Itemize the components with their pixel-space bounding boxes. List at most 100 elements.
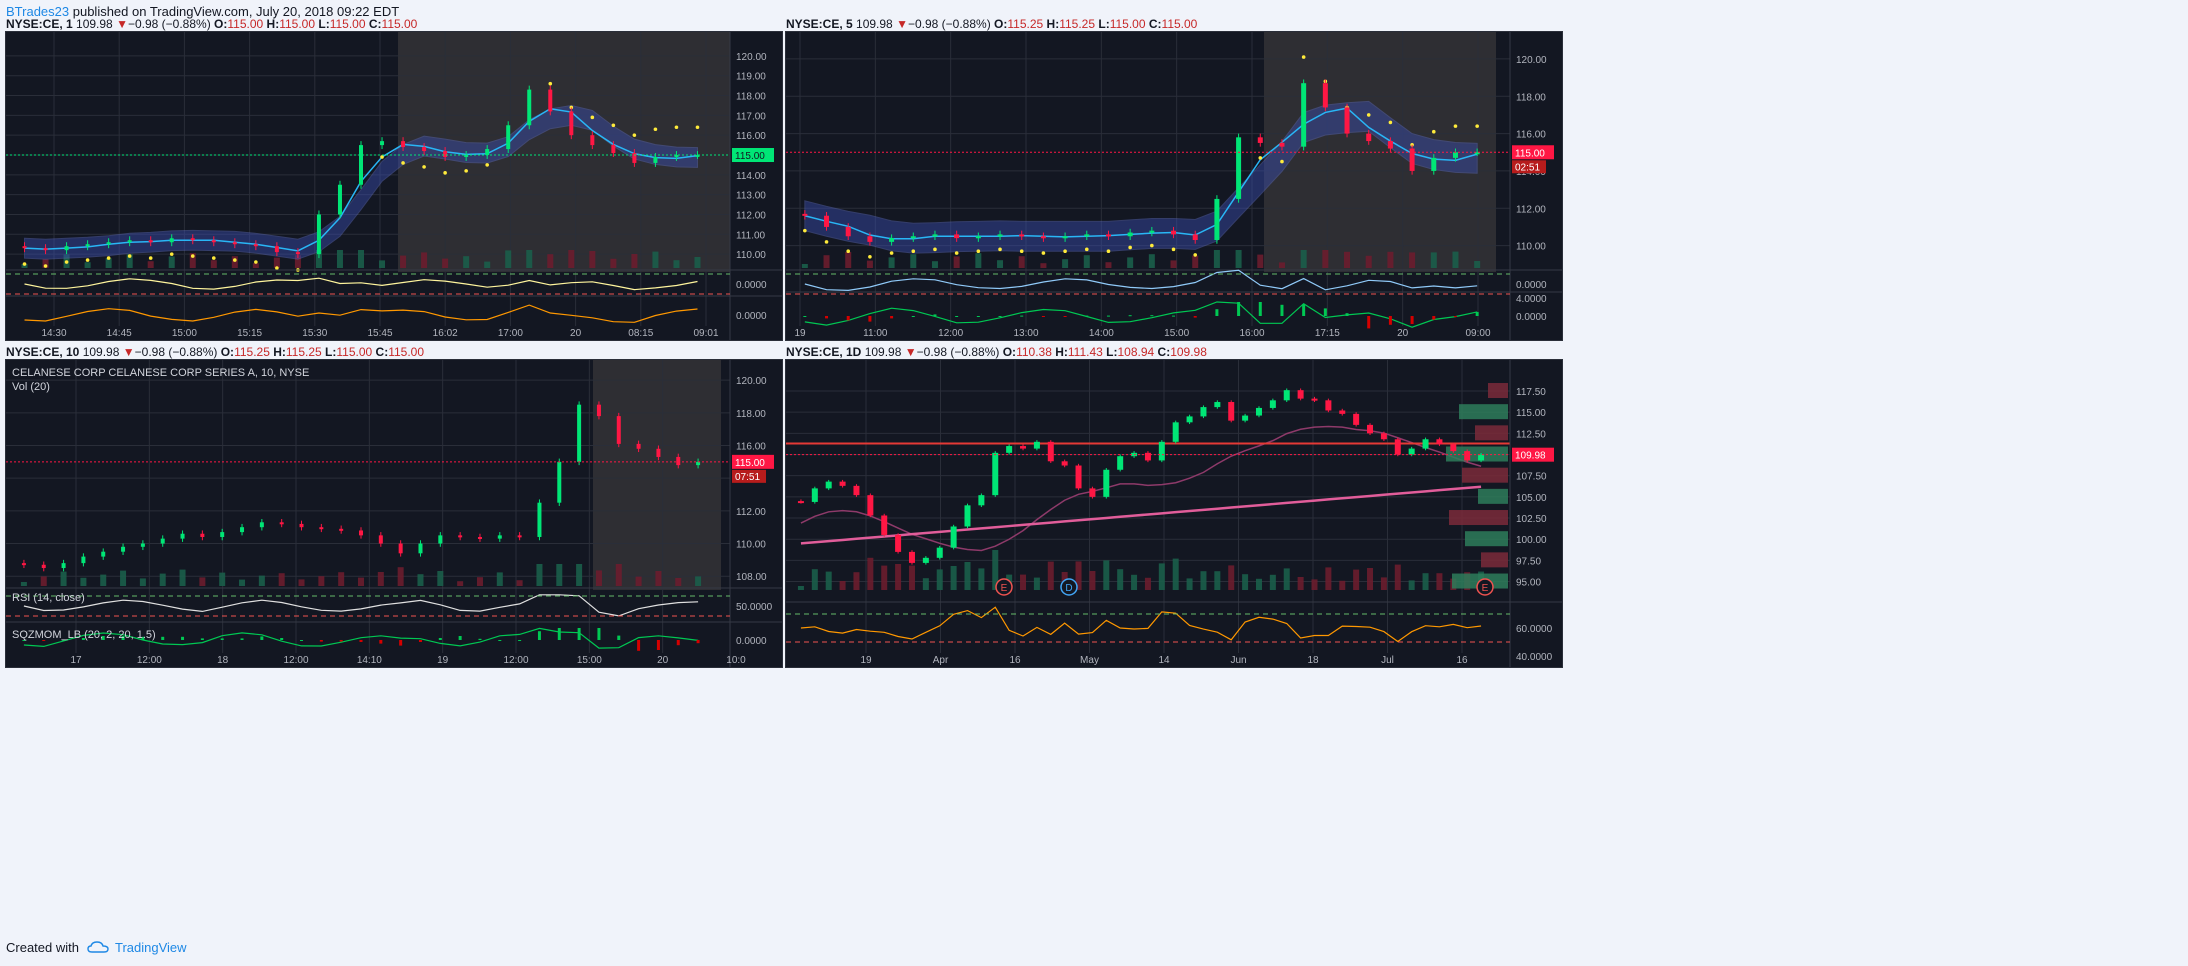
candle-body [1279, 142, 1285, 147]
volume-bar [1394, 564, 1401, 590]
candle-body [458, 535, 463, 538]
chart-pane-10min[interactable]: 120.00118.00116.00114.00112.00110.00108.… [5, 359, 783, 668]
candle-body [1228, 402, 1235, 421]
candle-body [674, 155, 679, 158]
price-axis-label: 118.00 [736, 92, 766, 103]
price-axis-label: 112.50 [1516, 429, 1546, 440]
candle-body [259, 522, 264, 528]
momentum-bar [1258, 302, 1262, 316]
author-link[interactable]: BTrades23 [6, 4, 70, 19]
momentum-bar [911, 316, 915, 317]
price-axis-label: 112.00 [736, 210, 766, 221]
price-axis-label: 107.50 [1516, 472, 1547, 483]
momentum-bar [1475, 312, 1479, 316]
time-axis-label: 16 [1009, 655, 1021, 666]
chart-pane-1min[interactable]: 120.00 119.00 118.00 117.00 116.00 115.00 114.… [5, 31, 783, 341]
volume-profile-bar [1481, 552, 1508, 568]
price-axis: 117.50115.00112.50110.00107.50105.00102.… [1509, 360, 1562, 667]
momentum-bar [379, 640, 383, 644]
sar-dot [106, 256, 111, 260]
volume-bar [168, 256, 175, 268]
volume-bar [992, 550, 999, 590]
momentum-bar [280, 638, 284, 640]
momentum-bar [1041, 316, 1045, 317]
momentum-bar [458, 636, 462, 640]
chart-svg-5min[interactable]: 120.00118.00116.00114.00112.00110.00115.… [786, 32, 1562, 340]
volume-bar [797, 586, 804, 590]
volume-bar [1089, 571, 1096, 590]
candle-body [101, 551, 106, 557]
volume-bars [801, 250, 1481, 268]
squeeze-momentum [804, 301, 1478, 328]
volume-bar [888, 257, 895, 268]
sar-dot [233, 258, 237, 262]
momentum-bar [1020, 315, 1024, 317]
event-marker-icon[interactable] [995, 578, 1013, 596]
candle-body [1117, 456, 1124, 470]
time-axis-label: 12:00 [283, 655, 308, 666]
volume-bar [1436, 573, 1443, 590]
volume-bar [463, 256, 470, 268]
volume-bar [1474, 261, 1481, 268]
price-tag-label: 115.00 [1515, 148, 1545, 159]
time-axis-label: 11:00 [863, 328, 888, 339]
chart-svg-10min[interactable]: 120.00118.00116.00114.00112.00110.00108.… [6, 360, 782, 667]
candle-body [106, 242, 111, 245]
candle-body [22, 246, 27, 249]
volume-bar [655, 571, 662, 586]
volume-bar [631, 254, 638, 268]
volume-bar [1131, 574, 1138, 590]
volume-bar [801, 264, 808, 268]
legend-last-price: 109.98 [76, 17, 113, 31]
sar-dot [43, 264, 48, 268]
volume-bar [1339, 580, 1346, 590]
volume-bar [1322, 250, 1329, 268]
candle-body [950, 526, 957, 548]
time-axis-label: 19 [860, 655, 872, 666]
chart-svg-daily[interactable]: 117.50115.00112.50110.00107.50105.00102.… [786, 360, 1562, 667]
volume-bar [496, 572, 503, 586]
candle-body [1322, 83, 1328, 108]
time-axis-label: Jul [1381, 655, 1394, 666]
countdown-label: 07:51 [735, 472, 760, 483]
symbol-title: CELANESE CORP CELANESE CORP SERIES A, 10… [12, 367, 309, 379]
legend-high-label: H: [1046, 17, 1060, 31]
price-tag-label: 109.98 [1515, 451, 1546, 462]
time-axis-label: May [1080, 655, 1099, 666]
volume-bar [179, 569, 186, 586]
time-axis-label: 20 [657, 655, 669, 666]
price-axis-label: 110.00 [736, 540, 766, 551]
volume-bar [1365, 255, 1372, 268]
chart-svg-1min[interactable]: 120.00 119.00 118.00 117.00 116.00 115.00 114.… [6, 32, 782, 340]
volume-bar [476, 577, 483, 586]
momentum-bar [933, 314, 937, 316]
candle-body [1075, 465, 1082, 489]
volume-bar [811, 569, 818, 590]
price-axis-label: 120.00 [736, 376, 767, 387]
event-marker-label: D [1065, 583, 1072, 594]
time-axis-label: 16:02 [433, 328, 458, 339]
volume-bar [595, 570, 602, 586]
candle-body [1422, 439, 1429, 449]
chart-pane-5min[interactable]: 120.00118.00116.00114.00112.00110.00115.… [785, 31, 1563, 341]
price-axis-label: 102.50 [1516, 514, 1547, 525]
price-axis-label: 111.00 [736, 230, 766, 241]
time-axis-label: 18 [217, 655, 229, 666]
momentum-bar [1345, 313, 1349, 316]
momentum-bar [998, 316, 1002, 317]
tradingview-link[interactable]: TradingView [114, 940, 187, 955]
event-marker-icon[interactable] [1060, 578, 1078, 596]
time-axis-label: 10:0 [726, 655, 746, 666]
candle-body [1214, 402, 1221, 408]
volume-bar [589, 251, 596, 268]
momentum-bar [1150, 315, 1154, 317]
event-marker-icon[interactable] [1476, 578, 1494, 596]
volume-bar [975, 253, 982, 268]
legend-open-value: 115.00 [227, 17, 264, 31]
volume-bar [673, 260, 680, 268]
rsi-line [804, 269, 1478, 292]
time-axis: 19 11:00 12:00 13:00 14:00 15:00 16:00 17:15 20 0… [794, 328, 1491, 339]
chart-pane-daily[interactable]: 117.50115.00112.50110.00107.50105.00102.… [785, 359, 1563, 668]
volume-bar [1325, 567, 1332, 590]
countdown-label: 02:51 [1515, 162, 1540, 173]
